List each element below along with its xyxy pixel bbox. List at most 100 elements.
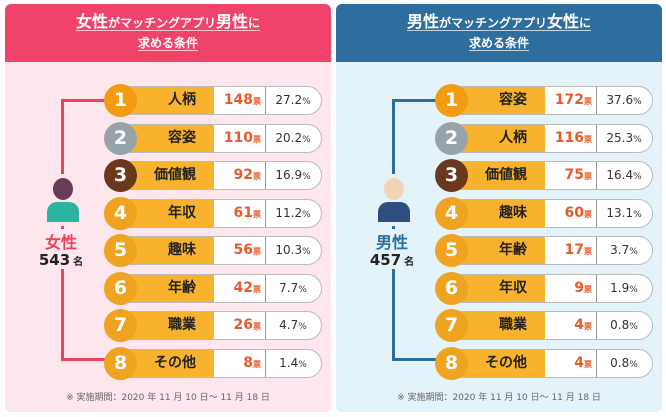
percent-unit: % (633, 134, 642, 145)
votes: 172票 (549, 87, 597, 114)
votes: 17票 (549, 237, 597, 264)
percent-value: 27.2 (275, 93, 303, 107)
percent-value: 4.7 (279, 318, 299, 332)
vote-unit: 票 (253, 247, 261, 256)
vote-unit: 票 (253, 284, 261, 294)
ranking-row: 趣味 4 60票 13.1% (435, 196, 653, 230)
percent-unit: % (302, 97, 311, 107)
count-unit: 名 (73, 257, 84, 268)
rank-badge: 2 (435, 121, 468, 155)
percent-unit: % (633, 172, 642, 182)
ranking-row: 職業 7 4票 0.8% (435, 309, 653, 342)
bracket (61, 99, 107, 102)
vote-count: 60 (564, 204, 584, 221)
vote-unit: 票 (584, 247, 592, 256)
votes: 75票 (549, 162, 597, 189)
percent: 20.2% (268, 125, 318, 152)
vote-unit: 票 (584, 322, 592, 331)
percent: 25.3% (599, 125, 649, 152)
percent-value: 16.4 (606, 168, 634, 182)
rank-badge: 6 (104, 271, 137, 305)
ranking-row: 年収 4 61票 11.2% (104, 196, 322, 230)
votes: 116票 (549, 124, 597, 152)
vote-unit: 票 (584, 209, 592, 219)
panel-header: 女性がマッチングアプリ男性に求める条件 (5, 4, 331, 62)
title-underline: 求める条件 (137, 36, 198, 51)
vote-count: 8 (243, 354, 253, 371)
votes: 42票 (218, 274, 266, 302)
vote-count: 42 (233, 279, 253, 296)
votes: 110票 (218, 124, 266, 152)
rank-badge: 4 (104, 196, 137, 230)
percent: 3.7% (599, 237, 649, 264)
votes: 9票 (549, 274, 597, 302)
ranking-row: 価値観 3 75票 16.4% (435, 159, 653, 192)
rank-badge: 5 (435, 234, 468, 267)
vote-count: 110 (223, 129, 253, 146)
rank-badge: 1 (435, 84, 468, 117)
votes: 8票 (218, 349, 266, 377)
percent-value: 11.2 (275, 205, 303, 220)
title-line: 女性がマッチングアプリ男性に (5, 12, 331, 33)
ranking-row: 人柄 2 116票 25.3% (435, 121, 653, 155)
percent-value: 37.6 (606, 93, 634, 107)
votes: 4票 (549, 349, 597, 377)
vote-unit: 票 (584, 284, 592, 294)
vote-count: 92 (233, 167, 253, 183)
vote-unit: 票 (584, 172, 592, 181)
percent-unit: % (302, 247, 311, 257)
percent: 16.4% (599, 162, 649, 189)
rank-badge: 1 (104, 84, 137, 117)
icon-body (378, 202, 410, 222)
votes: 61票 (218, 199, 266, 227)
vote-count: 4 (574, 317, 584, 333)
percent-value: 7.7 (279, 280, 299, 295)
ranking-row: 容姿 2 110票 20.2% (104, 121, 322, 155)
group-count: 457 名 (352, 251, 432, 269)
ranking-row: その他 8 8票 1.4% (104, 346, 322, 380)
ranking-row: 年齢 5 17票 3.7% (435, 234, 653, 267)
percent-value: 10.3 (275, 243, 303, 257)
percent-value: 20.2 (275, 130, 303, 145)
percent-unit: % (302, 209, 311, 220)
percent-unit: % (629, 247, 638, 257)
title-text: 女性 (75, 12, 108, 31)
votes: 56票 (218, 237, 266, 264)
group-label: 男性 (352, 229, 432, 253)
title-underline: 女性がマッチングアプリ男性に (75, 12, 261, 31)
vote-unit: 票 (253, 97, 261, 106)
ranking-row: 価値観 3 92票 16.9% (104, 159, 322, 192)
title-text: 男性 (216, 12, 249, 31)
icon-head (384, 178, 404, 200)
percent-unit: % (298, 322, 307, 332)
ranking-row: 職業 7 26票 4.7% (104, 309, 322, 342)
person-icon (374, 174, 414, 226)
vote-count: 56 (233, 242, 253, 258)
percent-unit: % (629, 359, 638, 370)
title-underline: 求める条件 (468, 36, 529, 51)
count-value: 543 (38, 251, 71, 269)
title-text: に (248, 16, 261, 30)
title-text: に (579, 16, 592, 30)
percent-value: 0.8 (610, 318, 630, 332)
votes: 4票 (549, 312, 597, 339)
title-text: 求める条件 (468, 36, 529, 50)
ranking-row: 趣味 5 56票 10.3% (104, 234, 322, 267)
title-text: 男性 (406, 12, 439, 31)
votes: 148票 (218, 87, 266, 114)
vote-unit: 票 (253, 134, 261, 144)
percent: 37.6% (599, 87, 649, 114)
vote-count: 9 (574, 279, 584, 296)
percent-value: 13.1 (606, 205, 634, 220)
percent: 27.2% (268, 87, 318, 114)
panel: 女性がマッチングアプリ男性に 求める条件 女性 543 名人柄 1 148票 27.2% 容姿 2… (5, 4, 331, 412)
percent-value: 1.9 (610, 280, 630, 295)
percent-value: 16.9 (275, 168, 303, 182)
rank-badge: 8 (435, 346, 468, 380)
vote-unit: 票 (253, 172, 261, 181)
ranking-row: その他 8 4票 0.8% (435, 346, 653, 380)
vote-count: 4 (574, 354, 584, 371)
votes: 92票 (218, 162, 266, 189)
icon-head (53, 178, 73, 200)
